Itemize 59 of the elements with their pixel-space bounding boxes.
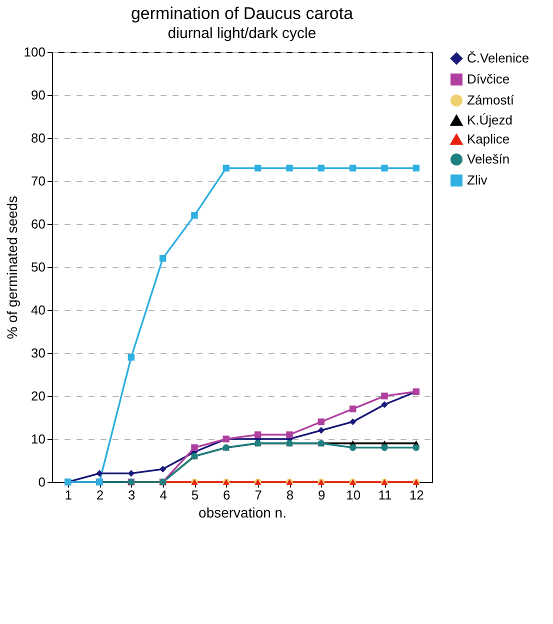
y-tick-label: 10 [31,432,46,446]
y-tick-label: 0 [38,474,46,490]
point [349,164,356,172]
y-tick-label: 100 [24,44,46,60]
legend-label: Velešín [467,152,510,166]
chart-title: germination of Daucus carota [130,4,354,23]
y-tick-label: 90 [31,88,46,102]
point [381,401,388,408]
legend-label: Dívčice [467,72,510,86]
point [191,444,198,451]
x-tick-label: 2 [96,488,104,502]
x-axis-title: observation n. [198,504,286,520]
point [349,444,356,451]
x-tick-label: 12 [409,488,424,502]
chart-subtitle: diurnal light/dark cycle [168,25,316,42]
point [318,164,325,172]
point [159,466,166,472]
legend-label: Zámostí [467,92,514,108]
y-tick-label: 20 [31,388,46,404]
point [128,354,135,361]
y-tick-label: 60 [31,216,46,232]
y-tick-label: 40 [31,302,46,318]
y-tick-label: 80 [31,130,46,146]
y-tick-label: 50 [31,260,46,274]
x-tick-label: 1 [64,488,72,502]
legend-label: K.Újezd [467,112,513,128]
point [349,406,356,412]
point [349,418,356,426]
point [254,431,262,438]
x-tick-label: 7 [254,488,262,502]
legend-label: Zliv [467,172,488,188]
point [318,418,325,426]
point [159,255,166,262]
x-tick-label: 10 [346,488,361,502]
legend-label: Č.Velenice [467,50,530,66]
point [381,164,388,172]
point [254,164,262,172]
point [381,444,388,451]
y-tick-label: 70 [31,174,46,188]
x-tick-label: 8 [286,488,294,502]
point [191,212,198,219]
point [286,431,293,438]
x-tick-label: 3 [128,488,136,502]
x-tick-label: 11 [378,488,392,502]
x-tick-label: 6 [223,488,230,502]
point [128,470,135,477]
x-tick-label: 5 [191,488,199,502]
point [222,164,230,172]
point [286,164,293,172]
point [96,470,103,477]
legend-label: Kaplice [467,132,510,146]
point [412,164,420,172]
point [381,392,388,400]
y-tick-label: 30 [31,346,46,360]
point [412,444,420,451]
x-tick-label: 9 [318,488,326,502]
point [318,427,325,434]
y-axis-title: % of germinated seeds [4,196,20,340]
x-tick-label: 4 [160,488,167,502]
